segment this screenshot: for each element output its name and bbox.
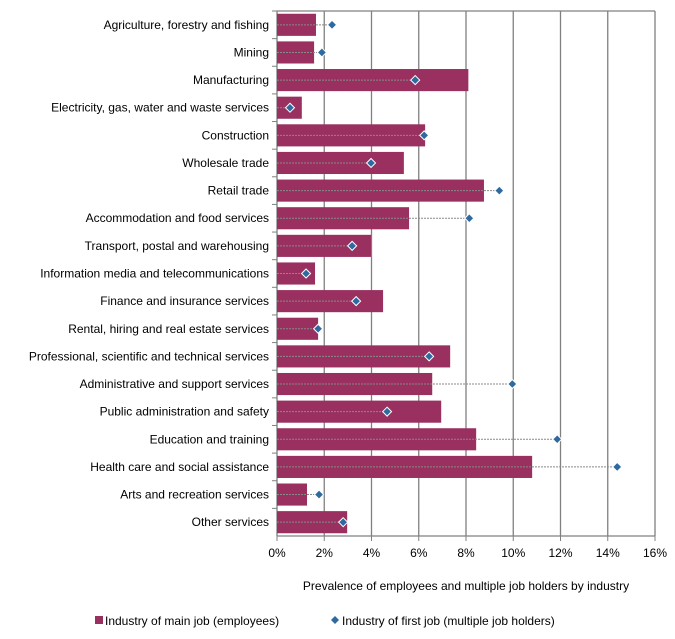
legend-bar-swatch (95, 616, 103, 624)
diamond-marker (313, 489, 325, 500)
x-tick-label: 6% (410, 546, 428, 560)
y-category-label: Professional, scientific and technical s… (29, 349, 269, 363)
x-tick-label: 14% (596, 546, 620, 560)
diamond-marker (494, 185, 505, 196)
diamond-marker (418, 130, 430, 141)
diamond-marker (346, 240, 358, 252)
bar (277, 234, 372, 257)
diamond-marker (409, 74, 421, 86)
x-tick-label: 16% (643, 546, 667, 560)
legend-label: Industry of first job (multiple job hold… (342, 614, 555, 628)
legend-diamond-swatch (331, 616, 339, 624)
diamond-marker (350, 295, 362, 307)
y-category-label: Finance and insurance services (100, 294, 269, 308)
diamond-marker (312, 323, 324, 334)
y-category-label: Health care and social assistance (90, 460, 269, 474)
x-tick-label: 10% (501, 546, 525, 560)
bar (277, 124, 426, 147)
diamond-marker (507, 378, 518, 390)
y-category-label: Manufacturing (193, 73, 269, 87)
diamond-marker (316, 47, 328, 58)
diamond-marker (300, 268, 312, 279)
x-tick-label: 12% (548, 546, 572, 560)
y-category-label: Wholesale trade (182, 156, 269, 170)
bar (277, 290, 384, 313)
y-category-label: Administrative and support services (80, 377, 269, 391)
diamond-marker (284, 102, 296, 113)
y-category-label: Accommodation and food services (86, 211, 269, 225)
y-category-label: Public administration and safety (100, 405, 269, 419)
bar (277, 69, 469, 92)
diamond-marker (464, 213, 475, 224)
diamond-marker (423, 351, 435, 362)
x-tick-label: 0% (268, 546, 286, 560)
diamond-marker (611, 461, 623, 473)
y-category-label: Education and training (150, 432, 269, 446)
x-tick-label: 8% (457, 546, 475, 560)
x-tick-label: 2% (316, 546, 334, 560)
y-category-label: Electricity, gas, water and waste servic… (51, 101, 269, 115)
diamond-marker (326, 19, 338, 31)
bar (277, 345, 451, 368)
legend-label: Industry of main job (employees) (105, 614, 279, 628)
bar (277, 511, 348, 534)
y-category-label: Rental, hiring and real estate services (68, 322, 269, 336)
y-category-label: Information media and telecommunications (40, 267, 269, 281)
y-category-label: Arts and recreation services (120, 488, 269, 502)
diamond-marker (365, 157, 377, 169)
bar (277, 372, 433, 396)
y-category-label: Transport, postal and warehousing (85, 239, 269, 253)
x-tick-label: 4% (363, 546, 381, 560)
diamond-marker (551, 434, 563, 445)
diamond-marker (381, 406, 393, 417)
diamond-marker (337, 516, 349, 528)
x-axis-title: Prevalence of employees and multiple job… (303, 579, 629, 593)
y-category-label: Mining (234, 45, 269, 59)
y-category-label: Retail trade (208, 184, 270, 198)
y-category-label: Construction (202, 128, 269, 142)
y-category-label: Other services (192, 515, 269, 529)
bar (277, 317, 319, 340)
y-category-label: Agriculture, forestry and fishing (104, 18, 269, 32)
